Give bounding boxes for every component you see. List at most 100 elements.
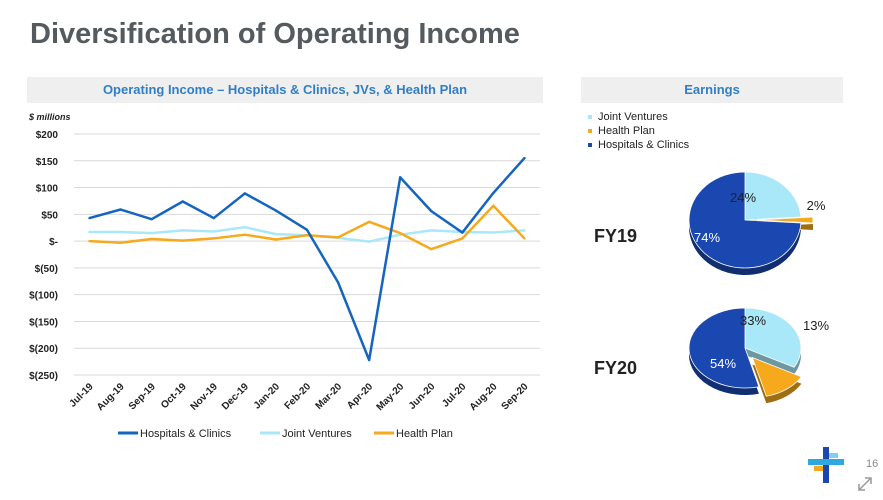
x-tick-label: Aug-19 xyxy=(95,381,127,413)
legend-marker-health-plan xyxy=(588,129,592,133)
data-point xyxy=(430,229,433,232)
x-tick-label: Sep-20 xyxy=(500,381,531,412)
x-tick-label: Oct-19 xyxy=(159,381,189,411)
x-tick-label: Feb-20 xyxy=(283,381,314,412)
line-chart: $200 $150 $100 $50 $- $(50) $(100) $(150) $(200)… xyxy=(29,130,540,440)
data-point xyxy=(274,209,278,212)
data-point xyxy=(119,230,122,234)
data-point xyxy=(399,231,402,235)
x-tick-label: Jul-19 xyxy=(67,381,96,410)
pie-slice-label: 24% xyxy=(730,190,756,205)
data-point xyxy=(181,239,184,242)
data-point xyxy=(274,232,278,236)
data-point xyxy=(212,230,215,233)
y-tick-label: $50 xyxy=(41,210,58,221)
pie-legend-label: Joint Ventures xyxy=(598,111,668,123)
pie-legend-label: Health Plan xyxy=(598,125,655,137)
page-number: 16 xyxy=(866,458,879,470)
pie-slice-hospitals-clinics xyxy=(688,307,760,389)
x-tick-label: Nov-19 xyxy=(189,381,221,413)
data-point xyxy=(305,228,309,232)
data-point xyxy=(181,200,184,203)
x-tick-label: Sep-19 xyxy=(127,381,158,412)
data-point xyxy=(181,229,184,232)
data-point xyxy=(243,233,247,236)
pie-slice-label: 54% xyxy=(710,356,736,371)
data-point xyxy=(305,234,309,237)
x-tick-label: Jan-20 xyxy=(252,381,282,411)
data-point xyxy=(88,216,91,220)
legend-label: Health Plan xyxy=(396,428,453,440)
fy20-label: FY20 xyxy=(594,358,638,378)
data-point xyxy=(430,209,433,213)
data-point xyxy=(212,216,215,220)
y-tick-label: $(150) xyxy=(29,317,58,328)
pie-legend-item-joint-ventures: Joint Ventures xyxy=(588,110,689,124)
data-point xyxy=(523,156,526,160)
units-label: $ millions xyxy=(29,112,71,122)
data-point xyxy=(274,238,278,241)
pie-slice-label: 2% xyxy=(807,198,826,213)
series-line-hospitals-clinics xyxy=(89,157,526,362)
pie-legend-item-hospitals: Hospitals & Clinics xyxy=(588,138,689,152)
data-point xyxy=(492,204,495,207)
x-tick-label: Mar-20 xyxy=(314,381,345,412)
data-point xyxy=(243,225,247,229)
legend-marker-joint-ventures xyxy=(588,115,592,119)
pie-slice-joint-ventures xyxy=(744,171,802,221)
data-point xyxy=(461,231,464,234)
x-tick-label: Jul-20 xyxy=(440,381,469,410)
y-tick-label: $(250) xyxy=(29,371,58,382)
data-point xyxy=(523,237,526,240)
series-line-health-plan xyxy=(89,204,526,251)
data-point xyxy=(367,220,371,224)
legend-label: Joint Ventures xyxy=(282,428,352,440)
data-point xyxy=(461,237,464,240)
pie-slice-joint-ventures xyxy=(744,307,802,368)
data-point xyxy=(430,247,433,251)
pie-slice-health-plan xyxy=(751,356,803,397)
data-point xyxy=(119,208,122,211)
data-point xyxy=(150,231,153,235)
data-point xyxy=(492,191,495,195)
fy19-label: FY19 xyxy=(594,226,638,246)
y-tick-label: $200 xyxy=(36,130,59,141)
pie-legend: Joint Ventures Health Plan Hospitals & C… xyxy=(588,110,689,152)
pie-legend-label: Hospitals & Clinics xyxy=(598,139,690,151)
y-tick-label: $(50) xyxy=(35,264,58,275)
legend-marker-hospitals xyxy=(588,143,592,147)
y-tick-label: $(200) xyxy=(29,344,58,355)
pie-slice-label: 74% xyxy=(694,230,720,245)
data-point xyxy=(88,239,91,243)
x-tick-label: Apr-20 xyxy=(345,381,375,411)
x-tick-label: Jun-20 xyxy=(407,381,438,412)
x-tick-label: Aug-20 xyxy=(468,381,500,413)
pie-chart-title: Earnings xyxy=(581,77,843,103)
pie-charts: 24% 2% 74% 33% 13% 54% xyxy=(688,171,829,404)
pie-slice-hospitals-clinics xyxy=(688,171,802,269)
y-tick-label: $(100) xyxy=(29,291,58,302)
data-point xyxy=(336,281,340,284)
x-tick-label: Dec-19 xyxy=(220,381,251,412)
data-point xyxy=(212,237,215,240)
legend-label: Hospitals & Clinics xyxy=(140,428,232,440)
y-tick-label: $- xyxy=(49,237,58,248)
pie-slice-label: 33% xyxy=(740,313,766,328)
pie-slice-health-plan xyxy=(756,216,814,224)
line-chart-title: Operating Income – Hospitals & Clinics, … xyxy=(27,77,543,103)
data-point xyxy=(336,236,340,239)
data-point xyxy=(367,358,371,362)
company-logo-icon xyxy=(808,447,844,483)
expand-icon[interactable] xyxy=(855,474,875,494)
data-point xyxy=(367,240,371,243)
data-point xyxy=(243,192,247,195)
data-point xyxy=(119,241,122,244)
data-point xyxy=(523,229,526,232)
y-tick-label: $150 xyxy=(36,157,59,168)
slide-title: Diversification of Operating Income xyxy=(30,18,520,50)
data-point xyxy=(150,217,153,221)
x-tick-label: May-20 xyxy=(375,381,407,413)
data-point xyxy=(492,231,495,234)
data-point xyxy=(150,237,153,241)
pie-legend-item-health-plan: Health Plan xyxy=(588,124,689,138)
